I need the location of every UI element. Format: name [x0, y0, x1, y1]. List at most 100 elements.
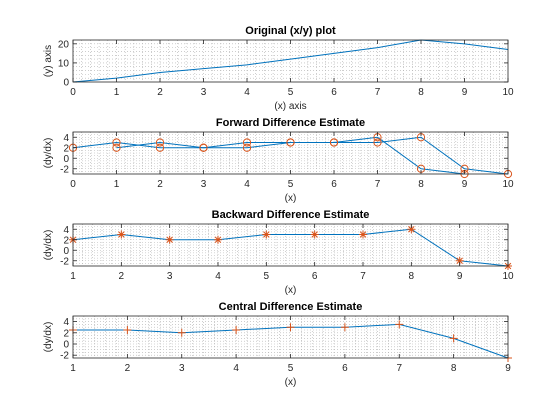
- data-point: [214, 235, 222, 244]
- x-tick-label: 10: [502, 179, 514, 190]
- data-point: [232, 326, 241, 334]
- x-axis-label: (x) axis: [274, 101, 306, 112]
- x-tick-label: 3: [179, 363, 185, 374]
- x-tick-label: 1: [70, 363, 76, 374]
- y-tick-label: 4: [63, 133, 69, 144]
- y-tick-label: 4: [63, 317, 69, 328]
- x-tick-label: 3: [201, 87, 207, 98]
- x-tick-label: 8: [451, 363, 457, 374]
- data-point: [242, 138, 252, 147]
- y-tick-label: 10: [58, 58, 70, 69]
- y-axis-label: (y) axis: [43, 45, 54, 77]
- x-tick-label: 9: [457, 271, 463, 282]
- data-point: [155, 138, 165, 147]
- y-tick-label: -2: [60, 351, 69, 362]
- x-tick-label: 6: [331, 87, 337, 98]
- chart-title: Original (x/y) plot: [245, 25, 336, 37]
- x-tick-label: 0: [70, 87, 76, 98]
- data-point: [340, 323, 349, 332]
- x-tick-label: 10: [502, 87, 514, 98]
- x-tick-label: 1: [114, 87, 120, 98]
- x-tick-label: 1: [70, 271, 76, 282]
- y-tick-label: 20: [58, 39, 70, 50]
- y-axis-label: (dy/dx): [43, 138, 54, 169]
- x-tick-label: 6: [331, 179, 337, 190]
- x-tick-label: 3: [167, 271, 173, 282]
- x-tick-label: 2: [157, 179, 163, 190]
- data-point: [286, 323, 295, 332]
- x-tick-label: 2: [157, 87, 163, 98]
- minor-grid: [73, 132, 508, 174]
- x-tick-label: 0: [70, 179, 76, 190]
- chart-title: Backward Difference Estimate: [212, 209, 370, 221]
- x-tick-label: 9: [462, 87, 468, 98]
- y-tick-label: 0: [63, 78, 69, 89]
- data-point: [242, 143, 252, 152]
- data-point: [165, 235, 174, 244]
- y-tick-label: 2: [63, 235, 69, 246]
- y-tick-label: 0: [63, 154, 69, 165]
- x-tick-label: 5: [264, 271, 270, 282]
- y-axis-label: (dy/dx): [43, 230, 54, 261]
- x-tick-label: 9: [505, 363, 511, 374]
- x-tick-label: 7: [375, 179, 381, 190]
- chart-title: Forward Difference Estimate: [216, 117, 365, 129]
- data-point: [199, 143, 208, 152]
- x-tick-label: 8: [409, 271, 415, 282]
- minor-grid: [73, 316, 508, 358]
- data-point: [177, 328, 186, 337]
- x-tick-label: 6: [342, 363, 348, 374]
- x-tick-label: 4: [215, 271, 221, 282]
- axes-box: [72, 223, 509, 267]
- x-axis-label: (x): [285, 377, 297, 388]
- data-point: [117, 230, 126, 239]
- data-point: [373, 138, 382, 147]
- subplot-1: 0 1 2 3 4 5 6 7 8 9 10 0 10 20 Original (x/y) plot (x) …: [43, 25, 514, 112]
- x-tick-label: 10: [502, 271, 514, 282]
- data-point: [262, 230, 271, 239]
- data-point: [123, 326, 132, 334]
- data-point: [449, 334, 458, 343]
- y-axis-label: (dy/dx): [43, 322, 54, 353]
- data-point: [359, 230, 367, 239]
- y-tick-label: -2: [60, 256, 69, 267]
- x-tick-label: 6: [312, 271, 318, 282]
- x-tick-label: 7: [396, 363, 402, 374]
- data-point: [155, 143, 165, 152]
- y-tick-label: 2: [63, 328, 69, 339]
- series-line: [72, 228, 509, 267]
- data-point: [112, 138, 121, 147]
- series-line: [116, 136, 509, 175]
- x-tick-label: 9: [462, 179, 468, 190]
- x-tick-label: 7: [360, 271, 366, 282]
- x-tick-label: 8: [418, 179, 424, 190]
- x-tick-label: 2: [119, 271, 125, 282]
- y-tick-label: 2: [63, 143, 69, 154]
- y-tick-label: -2: [60, 164, 69, 175]
- data-point: [112, 143, 121, 152]
- chart-title: Central Difference Estimate: [219, 301, 363, 313]
- x-tick-label: 4: [244, 179, 250, 190]
- x-axis-label: (x): [285, 193, 297, 204]
- data-point: [329, 138, 339, 147]
- y-tick-label: 4: [63, 225, 69, 236]
- data-point: [310, 230, 319, 239]
- x-tick-label: 7: [375, 87, 381, 98]
- data-point: [395, 320, 404, 329]
- x-tick-label: 4: [233, 363, 239, 374]
- x-tick-label: 4: [244, 87, 250, 98]
- x-tick-label: 5: [288, 87, 294, 98]
- x-tick-label: 3: [201, 179, 207, 190]
- y-tick-label: 0: [63, 246, 69, 257]
- x-tick-label: 5: [288, 179, 294, 190]
- x-axis-label: (x): [285, 285, 297, 296]
- x-tick-label: 8: [418, 87, 424, 98]
- data-point: [455, 256, 464, 265]
- series-line: [72, 39, 509, 83]
- x-tick-label: 1: [114, 179, 120, 190]
- data-point: [407, 225, 416, 234]
